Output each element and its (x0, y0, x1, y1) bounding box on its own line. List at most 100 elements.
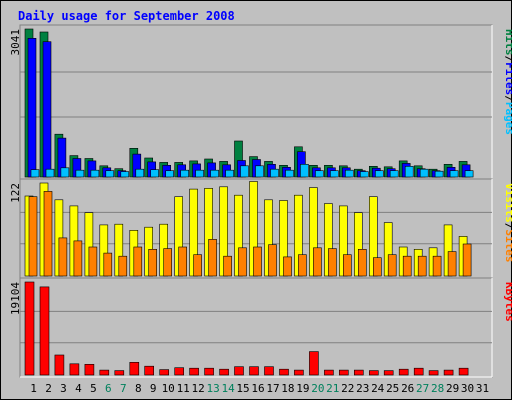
bar-kbytes-day-2 (39, 286, 50, 376)
bar-kbytes-day-21 (324, 369, 334, 376)
bar-kbytes-day-20 (309, 351, 319, 376)
bar-sites-day-17 (268, 244, 277, 277)
bar-kbytes-day-25 (383, 370, 394, 376)
bar-pages-day-27 (419, 168, 429, 178)
bar-pages-day-29 (449, 170, 459, 178)
x-tick-label: 21 (326, 382, 339, 395)
legend-item-kbytes: KBytes (503, 282, 512, 322)
panel-visits-sites: 122 Visits/Sites (9, 178, 512, 279)
bar-files-day-1 (27, 37, 37, 178)
x-tick-label: 29 (446, 382, 459, 395)
bar-sites-day-28 (432, 255, 442, 277)
bar-sites-day-22 (342, 254, 352, 277)
bar-kbytes-day-11 (174, 367, 184, 376)
plot-area (19, 277, 493, 378)
bar-kbytes-day-27 (413, 367, 424, 376)
bar-kbytes-day-12 (189, 367, 199, 376)
bar-pages-day-16 (255, 165, 264, 178)
bar-sites-day-21 (328, 248, 337, 277)
legend-separator: / (503, 56, 512, 63)
bar-pages-day-6 (105, 170, 115, 178)
bar-pages-day-9 (150, 169, 159, 178)
x-tick-label: 28 (431, 382, 444, 395)
bar-sites-day-25 (387, 254, 397, 277)
bar-pages-day-1 (30, 169, 40, 178)
legend: KBytes (503, 282, 512, 322)
bar-sites-day-10 (163, 248, 172, 277)
bar-kbytes-day-28 (428, 370, 439, 376)
bar-kbytes-day-26 (398, 368, 409, 376)
bar-kbytes-day-16 (249, 366, 259, 376)
x-tick-label: 6 (105, 382, 112, 395)
bar-sites-day-8 (133, 246, 143, 277)
x-tick-label: 1 (30, 382, 37, 395)
legend-item-files: Files (503, 62, 512, 95)
bar-kbytes-day-30 (458, 367, 469, 376)
bar-pages-day-15 (240, 165, 249, 178)
bar-sites-day-5 (88, 246, 98, 277)
x-tick-label: 15 (236, 382, 249, 395)
bar-kbytes-day-29 (443, 369, 454, 376)
bar-pages-day-21 (330, 170, 339, 178)
legend-item-hits: Hits (503, 29, 512, 56)
legend-separator: / (503, 95, 512, 102)
x-tick-label: 19 (296, 382, 309, 395)
bar-pages-day-4 (75, 169, 85, 178)
x-tick-label: 25 (386, 382, 399, 395)
bar-sites-day-27 (417, 255, 427, 277)
plot-area (19, 24, 493, 180)
legend: Visits/Sites (503, 183, 512, 263)
bar-kbytes-day-13 (204, 367, 214, 376)
bar-sites-day-29 (447, 251, 457, 277)
x-tick-label: 27 (416, 382, 429, 395)
bar-pages-day-7 (120, 171, 130, 178)
bar-pages-day-13 (210, 169, 219, 178)
y-max-label: 122 (9, 183, 22, 203)
x-tick-label: 10 (162, 382, 175, 395)
bar-kbytes-day-15 (234, 366, 244, 376)
x-tick-label: 26 (401, 382, 414, 395)
bar-kbytes-day-1 (24, 281, 35, 376)
x-tick-label: 9 (150, 382, 157, 395)
bar-pages-day-3 (60, 167, 70, 178)
x-tick-label: 18 (281, 382, 294, 395)
bar-sites-day-1 (28, 196, 38, 277)
bar-kbytes-day-22 (338, 369, 349, 376)
bar-sites-day-18 (283, 256, 292, 277)
x-tick-label: 4 (75, 382, 82, 395)
bar-files-day-2 (42, 41, 52, 178)
x-tick-label: 22 (341, 382, 354, 395)
x-tick-label: 3 (60, 382, 67, 395)
bar-sites-day-16 (253, 246, 262, 277)
bar-sites-day-24 (372, 257, 382, 277)
x-tick-label: 13 (206, 382, 219, 395)
bar-sites-day-30 (462, 243, 472, 277)
bar-pages-day-23 (359, 171, 369, 178)
bar-sites-day-23 (357, 249, 367, 277)
bar-sites-day-26 (402, 255, 412, 277)
x-tick-label: 31 (476, 382, 489, 395)
bar-pages-day-8 (135, 168, 145, 178)
x-tick-label: 12 (191, 382, 204, 395)
bar-kbytes-day-14 (219, 368, 229, 376)
x-tick-label: 30 (461, 382, 474, 395)
bar-sites-day-13 (208, 239, 217, 277)
bar-pages-day-19 (300, 164, 309, 178)
bar-pages-day-2 (45, 168, 55, 178)
bar-kbytes-day-5 (84, 363, 95, 376)
x-tick-label: 8 (135, 382, 142, 395)
bar-sites-day-7 (118, 255, 128, 277)
bar-kbytes-day-9 (144, 365, 154, 376)
legend-item-pages: Pages (503, 102, 512, 135)
bar-kbytes-day-24 (368, 370, 379, 376)
x-tick-label: 20 (311, 382, 324, 395)
x-tick-label: 11 (177, 382, 190, 395)
chart-title: Daily usage for September 2008 (18, 9, 235, 23)
bar-sites-day-3 (58, 237, 68, 277)
bar-pages-day-17 (270, 168, 279, 178)
x-tick-label: 14 (221, 382, 235, 395)
bar-kbytes-day-10 (159, 369, 169, 376)
x-tick-label: 16 (251, 382, 264, 395)
x-tick-label: 7 (120, 382, 127, 395)
